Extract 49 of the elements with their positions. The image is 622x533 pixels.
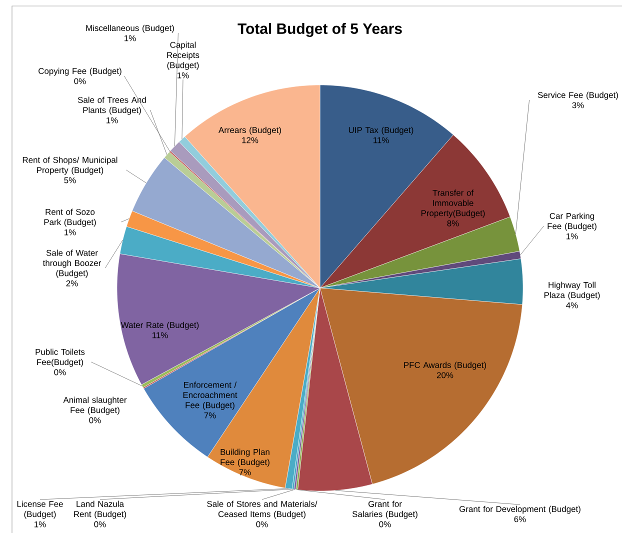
data-label: 5% [64, 177, 76, 184]
data-label: 1% [566, 233, 578, 240]
slice-label: Water Rate (Budget) [120, 322, 199, 330]
slice-label: Animal slaughter Fee (Budget) [63, 396, 127, 415]
data-label: 11% [373, 137, 389, 144]
data-label: 1% [106, 117, 118, 124]
data-label: 0% [74, 78, 86, 84]
slice-label: Sale of Trees And Plants (Budget) [78, 96, 146, 115]
slice-label: Rent of Sozo Park (Budget) [44, 208, 96, 227]
data-label: 11% [152, 332, 168, 338]
slice-label: Arrears (Budget) [218, 126, 281, 135]
data-label: 0% [89, 417, 101, 424]
slice-label: Building Plan Fee (Budget) [220, 448, 270, 467]
data-label: 8% [447, 220, 459, 226]
data-label: 1% [64, 229, 76, 236]
slice-label: Sale of Stores and Materials/ Ceased Items (Budget) [207, 500, 318, 519]
data-label: 6% [514, 516, 526, 522]
slice-label: Capital Receipts (Budget) [167, 42, 200, 70]
slice-label: Grant for Salaries (Budget) [352, 500, 418, 519]
slice-label: Grant for Development (Budget) [459, 506, 580, 514]
data-label: 0% [54, 369, 66, 376]
data-label: 1% [34, 521, 46, 528]
data-label: 12% [242, 137, 258, 144]
data-label: 0% [94, 521, 106, 528]
data-label: 1% [178, 72, 189, 78]
slice-label: UIP Tax (Budget) [348, 126, 414, 135]
slice-label: Rent of Shops/ Municipal Property (Budget) [22, 156, 118, 175]
data-label: 3% [572, 102, 584, 108]
data-label: 4% [566, 302, 578, 308]
slice-label: PFC Awards (Budget) [404, 362, 486, 370]
data-label: 0% [256, 521, 268, 528]
slice-label: Car Parking Fee (Budget) [548, 212, 596, 231]
slice-label: Public Toilets Fee(Budget) [36, 348, 85, 367]
slice-label: Transfer of Immovable Property(Budget) [421, 190, 485, 218]
slice-label: Sale of Water through Boozer (Budget) [42, 250, 102, 278]
slice-label: Service Fee (Budget) [538, 92, 618, 100]
data-label: 7% [239, 469, 251, 476]
data-label: 0% [379, 521, 391, 528]
slice-label: Highway Toll Plaza (Budget) [544, 282, 600, 300]
data-label: 20% [436, 372, 454, 378]
chart-title: Total Budget of 5 Years [238, 22, 402, 37]
slice-label: Land Nazula Rent (Budget) [74, 500, 126, 519]
data-label: 2% [66, 280, 78, 286]
slice-label: Enforcement / Encroachment Fee (Budget) [183, 382, 238, 410]
data-label: 1% [124, 35, 136, 42]
slice-label: Copying Fee (Budget) [38, 68, 122, 76]
data-label: 7% [204, 412, 216, 418]
slice-label: Miscellaneous (Budget) [86, 24, 174, 33]
slice-label: License Fee (Budget) [17, 500, 63, 519]
